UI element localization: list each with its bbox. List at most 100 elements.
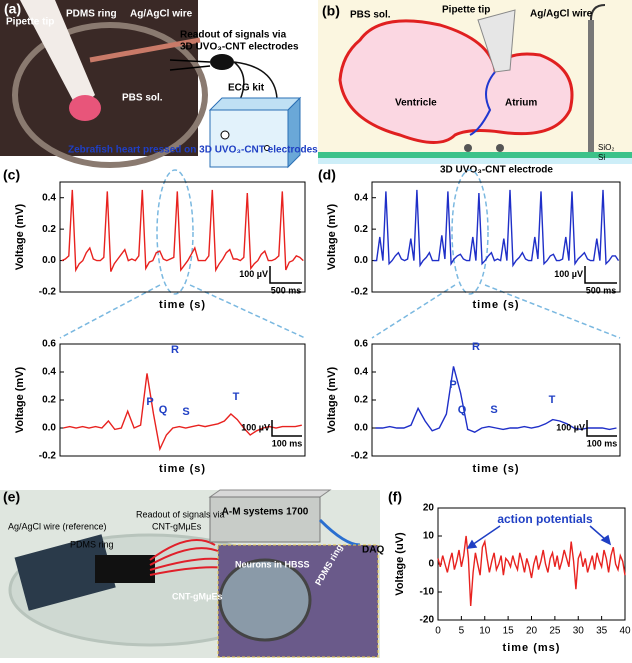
sio2 (318, 152, 632, 158)
label: PBS sol. (122, 93, 163, 104)
chip (14, 534, 116, 611)
scale-label: 100 ms (272, 438, 303, 448)
electrode (464, 144, 472, 152)
y-tick-label: 0.6 (42, 339, 56, 350)
scale-label: 100 µV (556, 422, 585, 432)
plot-frame (371, 181, 621, 293)
panel-label: (a) (4, 1, 21, 17)
y-tick-label: -0.2 (39, 451, 57, 462)
annotation: Q (458, 404, 467, 416)
y-tick-label: 0.2 (42, 395, 56, 406)
label: ECG kit (228, 83, 265, 94)
y-tick-label: 0.4 (42, 367, 56, 378)
plot-frame (59, 343, 306, 457)
ecg-top (208, 97, 302, 111)
annotation: P (449, 379, 456, 391)
label: 3D UVO₃-CNT electrodes (180, 42, 299, 53)
y-tick-label: -0.2 (351, 287, 369, 298)
ecg-port (220, 130, 230, 140)
y-tick-label: 0.0 (354, 423, 368, 434)
panel-label: (d) (318, 167, 336, 183)
y-axis-label: Voltage (mV) (326, 366, 338, 433)
ag-wire (588, 20, 594, 152)
electrode (496, 144, 504, 152)
zoom-ellipse (156, 169, 194, 295)
annotation: T (549, 394, 556, 406)
panel-label: (c) (3, 167, 20, 183)
y-tick-label: 0.2 (354, 395, 368, 406)
ecg-port (264, 145, 270, 151)
annotation: action potentials (497, 512, 593, 526)
x-tick-label: 15 (503, 626, 515, 637)
x-axis-label: time (s) (472, 463, 519, 475)
scale-bar (584, 266, 617, 284)
annotation: S (490, 404, 497, 416)
ring (12, 22, 208, 168)
panel-label: (e) (3, 489, 20, 505)
data-line (63, 373, 302, 452)
ag-wire-end (590, 4, 606, 21)
ecg-side (287, 96, 301, 169)
scale-label: 100 ms (587, 438, 618, 448)
pipette (477, 9, 516, 73)
ecg-front (209, 109, 289, 168)
x-tick-label: 5 (459, 626, 465, 637)
inset-ring (218, 558, 312, 642)
data-line (437, 535, 626, 607)
scale-bar (271, 420, 302, 437)
label: Readout of signals via (136, 509, 225, 519)
scale-bar (586, 420, 617, 437)
x-tick-label: 0 (435, 626, 441, 637)
y-tick-label: 0.6 (354, 339, 368, 350)
y-tick-label: -0.2 (351, 451, 369, 462)
y-tick-label: 0 (428, 559, 434, 570)
pipette (20, 0, 95, 110)
scale-label: 500 ms (586, 285, 617, 295)
connector (95, 555, 155, 583)
y-tick-label: 0.0 (354, 255, 368, 266)
scale-label: 100 µV (241, 422, 270, 432)
y-axis-label: Voltage (mV) (14, 366, 26, 433)
y-axis-label: Voltage (uV) (394, 532, 406, 596)
wires (149, 539, 226, 576)
x-tick-label: 30 (573, 626, 585, 637)
label: PBS sol. (350, 10, 391, 21)
label: A-M systems 1700 (222, 507, 309, 518)
annotation: T (233, 391, 240, 403)
y-tick-label: 0.2 (354, 224, 368, 235)
y-tick-label: 0.0 (42, 423, 56, 434)
data-line (61, 189, 304, 273)
scale-label: 100 µV (554, 269, 583, 279)
scale-label: 100 µV (239, 269, 268, 279)
label: Ventricle (395, 98, 437, 109)
label: Ag/AgCl wire (reference) (8, 521, 107, 531)
y-tick-label: 0.4 (354, 367, 368, 378)
y-tick-label: 0.4 (354, 192, 368, 203)
y-tick-label: 0.0 (42, 255, 56, 266)
plot-frame (59, 181, 306, 293)
y-axis-label: Voltage (mV) (326, 203, 338, 270)
label: Pipette tip (6, 17, 54, 28)
label: DAQ (362, 545, 384, 556)
annotation: R (171, 344, 179, 356)
zoom-line (371, 284, 621, 339)
label: Atrium (505, 98, 537, 109)
label: Readout of signals via (180, 30, 287, 41)
y-tick-label: -20 (420, 615, 435, 626)
x-axis-label: time (ms) (503, 642, 561, 654)
label: Ag/AgCl wire (530, 9, 593, 20)
zoom-line (59, 284, 306, 339)
data-line (375, 366, 617, 433)
label: Zebrafish heart pressed on 3D UVO₃-CNT e… (68, 145, 318, 156)
connector (210, 54, 234, 70)
heart (69, 95, 101, 121)
x-axis-label: time (s) (159, 299, 206, 311)
y-axis-label: Voltage (mV) (14, 203, 26, 270)
scale-bar (269, 266, 302, 284)
wire (89, 37, 201, 63)
y-tick-label: 0.4 (42, 192, 56, 203)
arrow (466, 525, 612, 549)
si (318, 158, 632, 164)
label: CNT-gMμEs (172, 591, 223, 601)
